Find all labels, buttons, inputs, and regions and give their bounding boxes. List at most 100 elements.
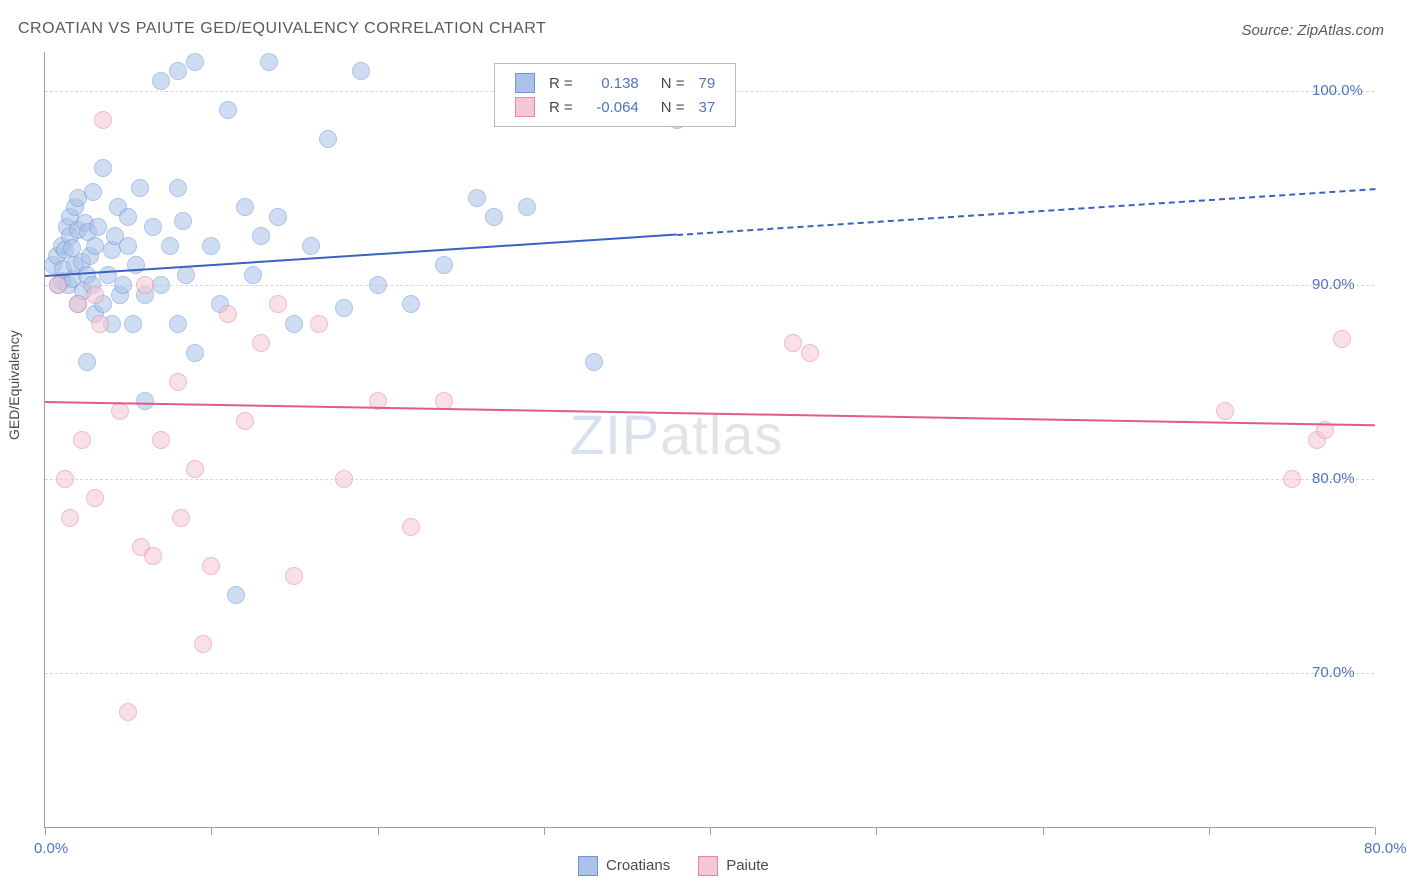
data-point — [186, 460, 204, 478]
data-point — [202, 557, 220, 575]
data-point — [172, 509, 190, 527]
x-tick — [1209, 827, 1210, 835]
data-point — [236, 412, 254, 430]
data-point — [136, 392, 154, 410]
n-label: N = — [647, 72, 691, 94]
data-point — [152, 72, 170, 90]
data-point — [186, 53, 204, 71]
data-point — [111, 402, 129, 420]
n-label: N = — [647, 96, 691, 118]
x-tick — [544, 827, 545, 835]
data-point — [174, 212, 192, 230]
gridline — [45, 479, 1374, 480]
data-point — [119, 208, 137, 226]
data-point — [302, 237, 320, 255]
data-point — [86, 237, 104, 255]
y-axis-label: GED/Equivalency — [6, 330, 22, 440]
legend-item: Paiute — [698, 857, 769, 874]
data-point — [285, 315, 303, 333]
data-point — [285, 567, 303, 585]
data-point — [131, 179, 149, 197]
data-point — [152, 276, 170, 294]
data-point — [61, 509, 79, 527]
y-tick-label: 90.0% — [1312, 276, 1355, 293]
legend-swatch — [698, 856, 718, 876]
data-point — [86, 286, 104, 304]
plot-area: ZIPatlas — [44, 52, 1374, 828]
data-point — [244, 266, 262, 284]
data-point — [69, 295, 87, 313]
x-tick — [211, 827, 212, 835]
legend-swatch — [515, 97, 535, 117]
data-point — [169, 315, 187, 333]
data-point — [177, 266, 195, 284]
data-point — [585, 353, 603, 371]
x-tick — [1375, 827, 1376, 835]
n-value: 37 — [693, 96, 722, 118]
legend-row: R =-0.064N =37 — [509, 96, 721, 118]
data-point — [369, 276, 387, 294]
data-point — [194, 635, 212, 653]
legend-label: Croatians — [606, 857, 670, 874]
data-point — [319, 130, 337, 148]
data-point — [186, 344, 204, 362]
data-point — [144, 547, 162, 565]
data-point — [260, 53, 278, 71]
data-point — [73, 431, 91, 449]
data-point — [402, 295, 420, 313]
y-tick-label: 100.0% — [1312, 82, 1363, 99]
data-point — [91, 315, 109, 333]
data-point — [335, 470, 353, 488]
series-legend: Croatians Paiute — [578, 856, 797, 876]
data-point — [352, 62, 370, 80]
data-point — [1283, 470, 1301, 488]
gridline — [45, 285, 1374, 286]
data-point — [114, 276, 132, 294]
chart-title: CROATIAN VS PAIUTE GED/EQUIVALENCY CORRE… — [18, 20, 546, 38]
correlation-legend: R =0.138N =79R =-0.064N =37 — [494, 63, 736, 127]
chart-container: CROATIAN VS PAIUTE GED/EQUIVALENCY CORRE… — [0, 0, 1406, 892]
data-point — [252, 334, 270, 352]
data-point — [402, 518, 420, 536]
data-point — [136, 276, 154, 294]
x-tick — [876, 827, 877, 835]
n-value: 79 — [693, 72, 722, 94]
x-tick — [378, 827, 379, 835]
gridline — [45, 673, 1374, 674]
data-point — [435, 256, 453, 274]
data-point — [468, 189, 486, 207]
data-point — [127, 256, 145, 274]
data-point — [94, 111, 112, 129]
data-point — [219, 101, 237, 119]
data-point — [49, 276, 67, 294]
legend-item: Croatians — [578, 857, 670, 874]
data-point — [169, 179, 187, 197]
legend-swatch — [578, 856, 598, 876]
data-point — [518, 198, 536, 216]
data-point — [227, 586, 245, 604]
trend-line — [45, 234, 677, 277]
x-tick-label: 80.0% — [1364, 840, 1406, 857]
x-tick — [1043, 827, 1044, 835]
r-label: R = — [543, 72, 579, 94]
legend-label: Paiute — [726, 857, 769, 874]
data-point — [124, 315, 142, 333]
data-point — [144, 218, 162, 236]
data-point — [310, 315, 328, 333]
data-point — [56, 470, 74, 488]
legend-row: R =0.138N =79 — [509, 72, 721, 94]
r-value: 0.138 — [581, 72, 645, 94]
x-tick — [710, 827, 711, 835]
data-point — [801, 344, 819, 362]
legend-swatch — [515, 73, 535, 93]
y-tick-label: 80.0% — [1312, 470, 1355, 487]
x-tick-label: 0.0% — [34, 840, 68, 857]
data-point — [78, 353, 96, 371]
data-point — [784, 334, 802, 352]
source-label: Source: ZipAtlas.com — [1241, 22, 1384, 39]
data-point — [202, 237, 220, 255]
data-point — [252, 227, 270, 245]
data-point — [219, 305, 237, 323]
x-tick — [45, 827, 46, 835]
data-point — [236, 198, 254, 216]
